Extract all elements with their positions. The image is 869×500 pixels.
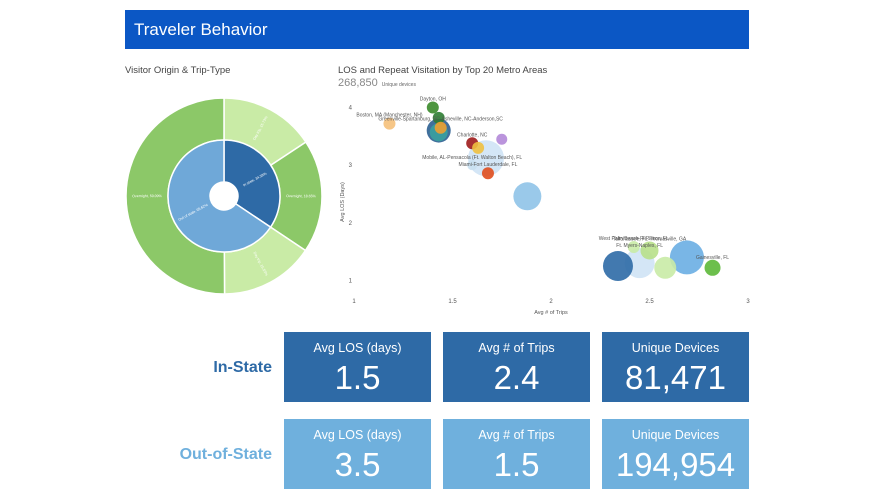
scatter-point-label: Greenville-Spartanburg, SC-Asheville, NC… — [378, 117, 503, 123]
card-label: Unique Devices — [631, 341, 720, 355]
scatter-point-label: Miami-Fort Lauderdale, FL — [458, 162, 517, 168]
page-title: Traveler Behavior — [134, 20, 268, 39]
card-label: Avg # of Trips — [478, 428, 555, 442]
scatter-point[interactable] — [654, 256, 677, 279]
card-out-of-state-unique-devices: Unique Devices 194,954 — [602, 419, 749, 489]
outer-ring-slice-label: Overnight, 18.65% — [286, 194, 317, 198]
card-value: 81,471 — [625, 359, 726, 396]
scatter-point-label: Mobile, AL-Pensacola (Ft. Walton Beach),… — [422, 155, 522, 161]
scatter-point[interactable] — [602, 251, 633, 282]
scatter-point[interactable] — [481, 167, 494, 180]
inner-ring-slice[interactable] — [167, 139, 272, 253]
outer-ring-slice-label: Overnight, 50.09% — [132, 194, 163, 198]
card-out-of-state-avg-los: Avg LOS (days) 3.5 — [284, 419, 431, 489]
y-tick-label: 4 — [349, 106, 353, 112]
y-tick-label: 3 — [349, 163, 353, 169]
scatter-point-label: Dayton, OH — [420, 97, 447, 103]
row-label-in-state: In-State — [213, 359, 272, 376]
card-in-state-avg-trips: Avg # of Trips 2.4 — [443, 332, 590, 402]
scatter-subtitle: 268,850 Unique devices — [338, 77, 416, 89]
scatter-point[interactable] — [472, 141, 485, 154]
scatter-point[interactable] — [640, 241, 659, 260]
page-header: Traveler Behavior — [125, 10, 749, 49]
x-tick-label: 3 — [746, 299, 750, 305]
y-axis-label: Avg LOS (Days) — [340, 182, 346, 222]
scatter-point[interactable] — [704, 259, 721, 276]
scatter-point[interactable] — [669, 240, 704, 275]
card-label: Avg LOS (days) — [313, 341, 402, 355]
sunburst-title: Visitor Origin & Trip-Type — [125, 65, 231, 76]
scatter-point[interactable] — [513, 182, 542, 211]
scatter-subtitle-unit: Unique devices — [381, 82, 416, 88]
scatter-point[interactable] — [432, 111, 445, 124]
scatter-point[interactable] — [426, 101, 439, 114]
scatter-point-label: Charlotte, NC — [457, 132, 488, 138]
x-tick-label: 1.5 — [448, 299, 457, 305]
card-in-state-unique-devices: Unique Devices 81,471 — [602, 332, 749, 402]
scatter-title: LOS and Repeat Visitation by Top 20 Metr… — [338, 65, 548, 76]
y-tick-label: 2 — [349, 221, 353, 227]
x-tick-label: 1 — [352, 299, 356, 305]
scatter-subtitle-value: 268,850 — [338, 77, 378, 89]
card-value: 1.5 — [334, 359, 381, 396]
y-tick-label: 1 — [349, 278, 353, 284]
card-label: Avg # of Trips — [478, 341, 555, 355]
card-label: Unique Devices — [631, 428, 720, 442]
card-value: 3.5 — [334, 446, 381, 483]
sunburst-chart[interactable]: Day trip, 15.73%Overnight, 18.65%Day tri… — [124, 95, 324, 297]
x-tick-label: 2 — [549, 299, 553, 305]
scatter-point[interactable] — [496, 133, 508, 145]
scatter-point[interactable] — [627, 241, 640, 254]
scatter-point-label: Ft. Myers-Naples, FL — [616, 243, 663, 249]
x-tick-label: 2.5 — [645, 299, 654, 305]
scatter-point[interactable] — [467, 160, 478, 171]
scatter-point[interactable] — [434, 121, 447, 134]
card-label: Avg LOS (days) — [313, 428, 402, 442]
card-out-of-state-avg-trips: Avg # of Trips 1.5 — [443, 419, 590, 489]
x-axis-label: Avg # of Trips — [534, 310, 568, 316]
scatter-point-label: Tallahassee, FL-Thomasville, GA — [613, 236, 687, 242]
row-label-out-of-state: Out-of-State — [179, 446, 272, 463]
scatter-point-label: Gainesville, FL — [696, 255, 729, 261]
scatter-point[interactable] — [383, 117, 396, 130]
card-value: 1.5 — [493, 446, 540, 483]
card-value: 194,954 — [615, 446, 736, 483]
card-value: 2.4 — [493, 359, 540, 396]
scatter-point-label: West Palm Beach-Ft Pierce, FL — [599, 236, 669, 242]
scatter-chart[interactable]: 1 1.5 2 2.5 3 1 2 3 4 Avg # of Trips Avg LOS (Days… — [330, 92, 760, 320]
card-in-state-avg-los: Avg LOS (days) 1.5 — [284, 332, 431, 402]
scatter-point-label: Boston, MA (Manchester, NH) — [356, 113, 422, 119]
